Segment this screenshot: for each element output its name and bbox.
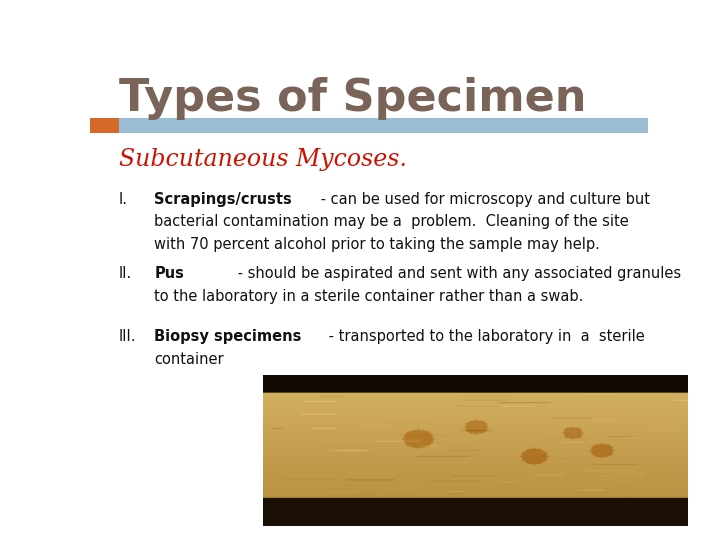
- Text: Subcutaneous Mycoses.: Subcutaneous Mycoses.: [119, 148, 407, 171]
- Text: - can be used for microscopy and culture but: - can be used for microscopy and culture…: [316, 192, 650, 207]
- Text: III.: III.: [119, 329, 137, 344]
- Text: Types of Specimen: Types of Specimen: [119, 77, 587, 120]
- Bar: [90, 118, 119, 133]
- Text: I.: I.: [119, 192, 128, 207]
- Text: Pus: Pus: [154, 266, 184, 281]
- Text: Biopsy specimens: Biopsy specimens: [154, 329, 302, 344]
- Text: - transported to the laboratory in  a  sterile: - transported to the laboratory in a ste…: [324, 329, 644, 344]
- Text: with 70 percent alcohol prior to taking the sample may help.: with 70 percent alcohol prior to taking …: [154, 238, 600, 252]
- Text: container: container: [154, 352, 224, 367]
- Text: - should be aspirated and sent with any associated granules: - should be aspirated and sent with any …: [233, 266, 680, 281]
- Bar: [119, 118, 648, 133]
- Text: bacterial contamination may be a  problem.  Cleaning of the site: bacterial contamination may be a problem…: [154, 214, 629, 230]
- Text: to the laboratory in a sterile container rather than a swab.: to the laboratory in a sterile container…: [154, 289, 583, 305]
- Text: Scrapings/crusts: Scrapings/crusts: [154, 192, 292, 207]
- Text: II.: II.: [119, 266, 132, 281]
